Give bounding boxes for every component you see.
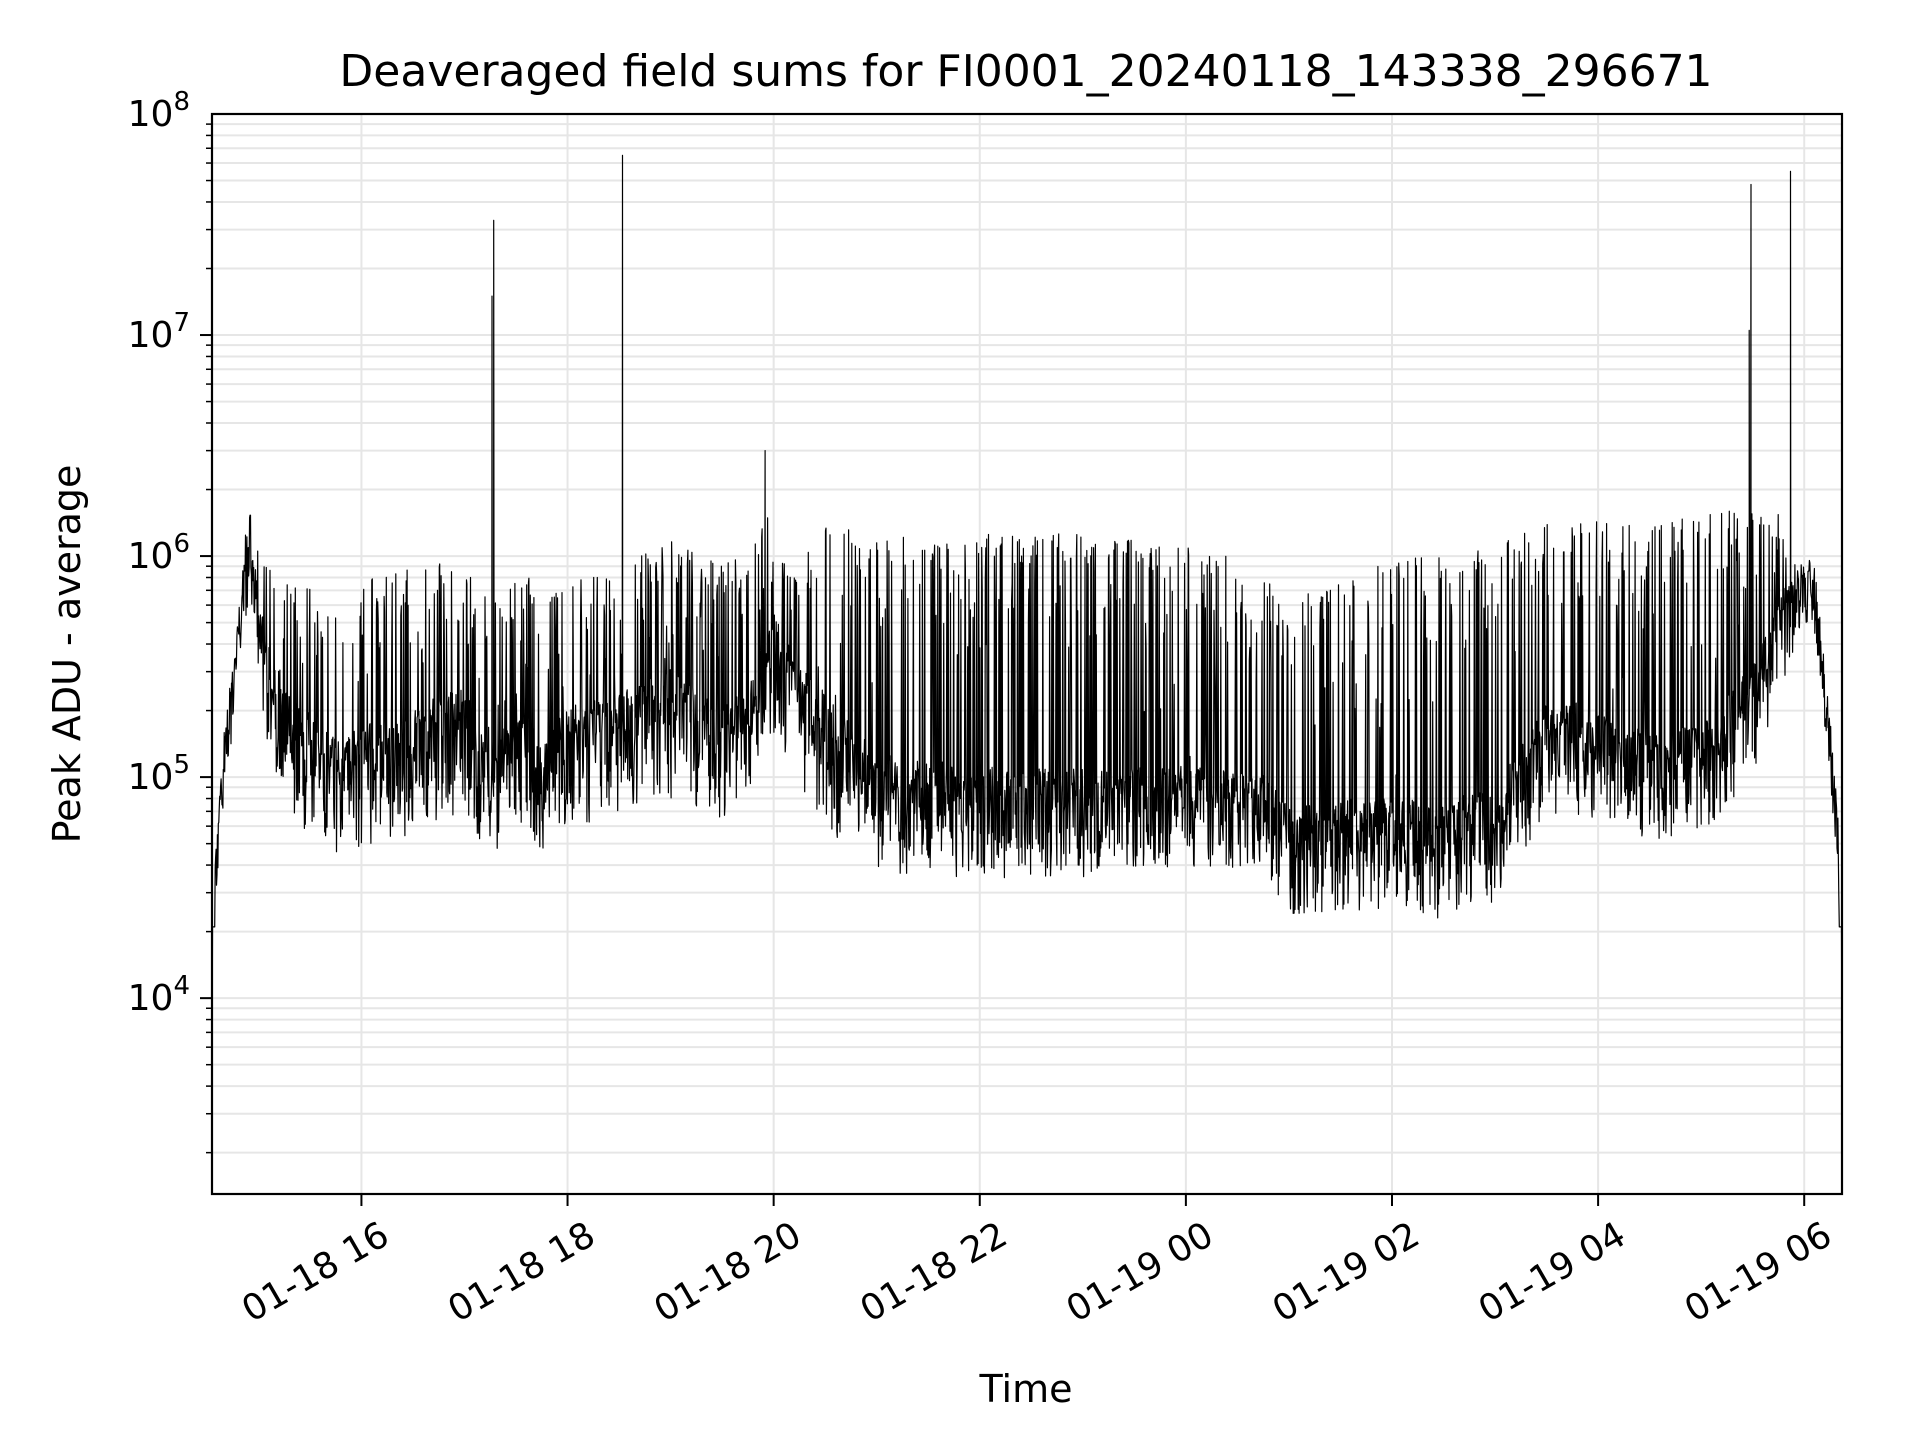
series-line [211,154,1843,1111]
y-axis: 104 105 106 107 108 [128,87,212,1154]
y-axis-label: Peak ADU - average [45,465,89,844]
series-line-group [211,154,1843,1111]
chart-title: Deaveraged field sums for FI0001_2024011… [339,46,1712,97]
y-tick-label: 107 [128,308,190,356]
y-tick-label: 104 [128,971,190,1019]
y-tick-label: 105 [128,750,190,798]
y-tick-label: 106 [128,529,190,577]
x-axis-label: Time [979,1367,1073,1411]
plot-frame [210,112,1844,1196]
y-tick-label: 108 [128,87,190,135]
